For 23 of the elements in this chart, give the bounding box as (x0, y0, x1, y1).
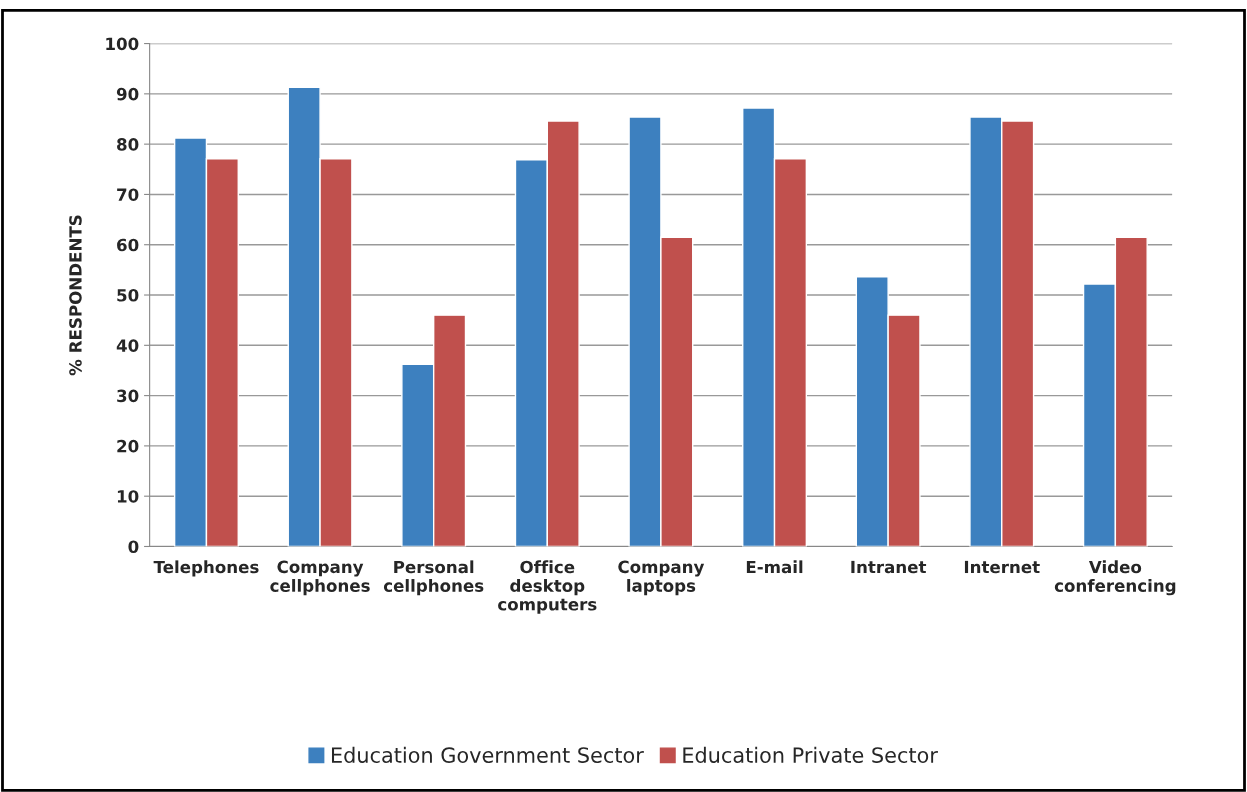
y-tick-label: 30 (117, 389, 139, 403)
x-tick-label: Company cellphones (270, 560, 370, 596)
y-tick-label: 40 (116, 339, 139, 352)
y-tick-label: 70 (117, 188, 139, 202)
legend-label: Education Government Sector (331, 746, 644, 763)
legend-label: Education Private Sector (683, 746, 938, 763)
y-axis-title: % RESPONDENTS (69, 215, 82, 376)
x-tick-label: Intranet (851, 560, 927, 574)
x-tick-label: Internet (964, 560, 1040, 574)
y-tick-label: 20 (117, 439, 139, 453)
y-tick-label: 100 (106, 37, 139, 51)
x-tick-label: Personal cellphones (383, 560, 484, 596)
x-tick-label: E-mail (746, 560, 803, 574)
x-tick-label: Office desktop computers (498, 560, 597, 614)
y-tick-label: 60 (117, 238, 139, 252)
y-tick-label: 90 (116, 87, 139, 101)
y-tick-label: 50 (117, 288, 139, 302)
y-tick-label: 0 (128, 540, 139, 554)
y-tick-label: 10 (117, 490, 139, 503)
x-tick-label: Company laptops (618, 560, 705, 596)
x-tick-label: Telephones (153, 560, 259, 577)
y-tick-label: 80 (117, 138, 139, 151)
x-tick-label: Video conferencing (1054, 560, 1176, 596)
